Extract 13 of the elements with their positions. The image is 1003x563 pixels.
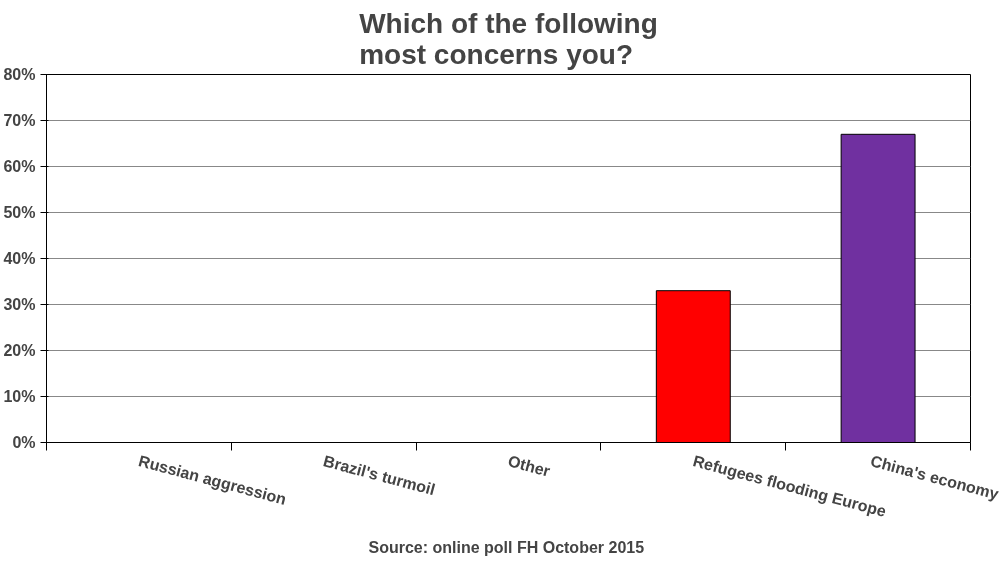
y-tick-label: 40%: [3, 250, 36, 267]
y-tick-label: 10%: [3, 388, 36, 405]
y-tick-label: 20%: [3, 342, 36, 359]
source-note: Source: online poll FH October 2015: [368, 538, 645, 556]
y-tick-label: 70%: [3, 112, 36, 129]
y-tick-label: 80%: [3, 66, 36, 83]
chart-title: Which of the following most concerns you?: [359, 7, 658, 70]
x-tick-label: Other: [506, 452, 552, 480]
x-tick-label: Brazil's turmoil: [321, 452, 437, 499]
y-tick-label: 50%: [3, 204, 36, 221]
y-tick-label: 30%: [3, 296, 36, 313]
y-tick-label: 0%: [12, 434, 36, 451]
y-tick-label: 60%: [3, 158, 36, 175]
